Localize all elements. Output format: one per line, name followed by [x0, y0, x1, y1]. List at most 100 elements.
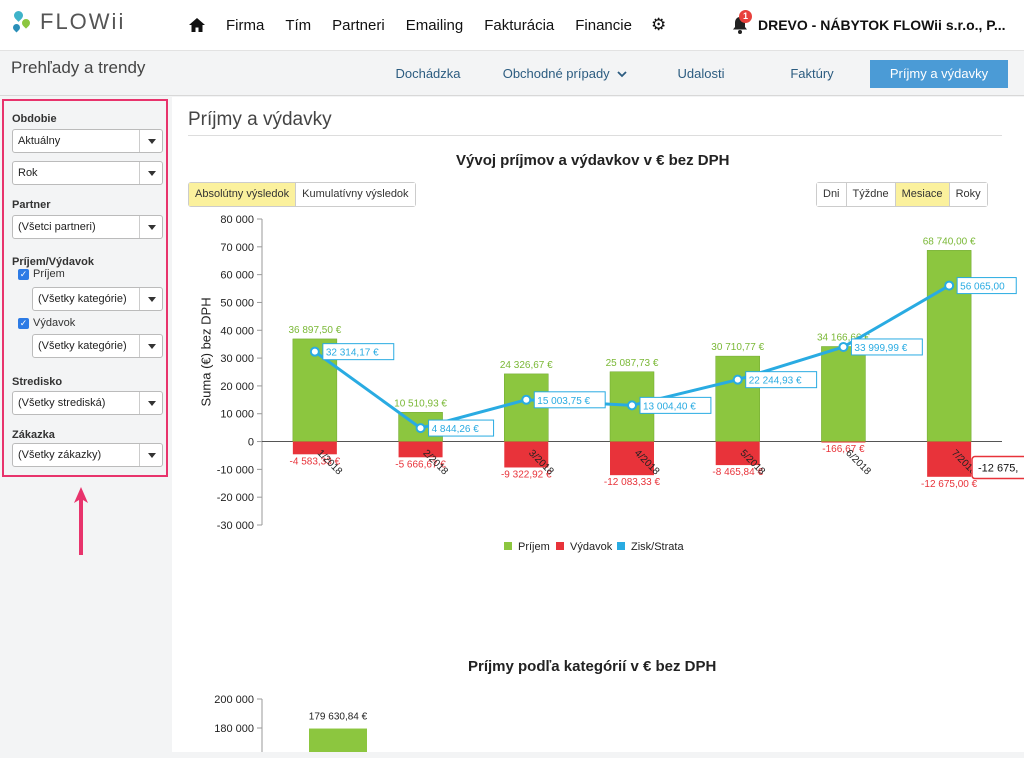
zakazka-value: (Všetky zákazky) [18, 449, 102, 461]
income-bar [309, 728, 367, 752]
logo-text: FLOWii [40, 9, 126, 34]
prijem-category-select[interactable]: (Všetky kategórie) [32, 287, 163, 311]
expense-bar [821, 441, 866, 443]
category-chart: 200 000 180 000 179 630,84 € [214, 694, 368, 752]
chevron-down-icon [139, 392, 162, 414]
income-label: 179 630,84 € [309, 712, 368, 723]
chevron-down-icon [139, 162, 162, 184]
nav-item-fakturacia[interactable]: Fakturácia [484, 16, 555, 34]
y-tick-label: 60 000 [220, 270, 254, 282]
tab-dochadzka[interactable]: Dochádzka [395, 66, 461, 81]
tab-udalosti[interactable]: Udalosti [677, 66, 725, 81]
tooltip-box [971, 455, 1024, 480]
profit-point [309, 346, 320, 357]
days-button[interactable]: Dni [817, 183, 847, 206]
profit-point [521, 394, 532, 405]
tooltip-text: -12 675, [978, 463, 1018, 475]
tab-prijmy-vydavky[interactable]: Príjmy a výdavky [870, 60, 1008, 88]
legend-label: Výdavok [570, 541, 613, 553]
y-tick-label: 0 [248, 437, 254, 449]
legend-label: Príjem [518, 541, 550, 553]
y-tick-label: 50 000 [220, 297, 254, 309]
nav-item-partneri[interactable]: Partneri [332, 16, 385, 34]
weeks-button[interactable]: Týždne [846, 183, 896, 206]
profit-point [732, 374, 743, 385]
home-icon[interactable] [188, 16, 206, 34]
vydavok-category-select[interactable]: (Všetky kategórie) [32, 334, 163, 358]
profit-label: 22 244,93 € [749, 376, 802, 387]
months-button[interactable]: Mesiace [895, 183, 950, 206]
profit-label: 32 314,17 € [326, 348, 379, 359]
expense-bar [292, 441, 337, 455]
bell-icon[interactable]: 1 [732, 10, 752, 34]
nav-item-emailing[interactable]: Emailing [405, 16, 464, 34]
prijem-checkbox[interactable]: ✓ Príjem [18, 268, 65, 280]
top-navbar: FLOWii Firma Tím Partneri Emailing Faktu… [0, 0, 1024, 51]
check-icon: ✓ [18, 317, 29, 329]
profit-label-box [533, 391, 606, 409]
obdobie-value: Aktuálny [18, 135, 61, 147]
expense-bar [610, 441, 654, 476]
chevron-down-icon [139, 335, 162, 357]
expense-label: -5 666,67 € [395, 459, 446, 470]
tab-faktury[interactable]: Faktúry [790, 66, 834, 81]
legend-label: Zisk/Strata [631, 541, 684, 553]
zakazka-select[interactable]: (Všetky zákazky) [12, 443, 163, 467]
notification-badge: 1 [739, 10, 752, 23]
category-chart-title: Príjmy podľa kategórií v € bez DPH [468, 658, 717, 675]
expense-bar [398, 441, 443, 458]
vydavok-category-value: (Všetky kategórie) [38, 340, 127, 352]
partner-value: (Všetci partneri) [18, 221, 96, 233]
nav-item-firma[interactable]: Firma [226, 16, 265, 34]
profit-label-box [850, 338, 923, 356]
y-tick-label: 10 000 [220, 409, 254, 421]
subheader [0, 51, 1024, 96]
company-switcher[interactable]: 1 DREVO - NÁBYTOK FLOWii s.r.o., P... [732, 10, 1006, 34]
income-label: 34 166,66 € [817, 333, 870, 344]
period-value: Rok [18, 167, 38, 179]
expense-bar [504, 441, 549, 468]
y-tick-label: 70 000 [220, 242, 254, 254]
obdobie-select[interactable]: Aktuálny [12, 129, 163, 153]
profit-label: 4 844,26 € [432, 424, 480, 435]
flowii-logo[interactable]: FLOWii [10, 9, 125, 35]
logo-icon [10, 9, 34, 35]
partner-select[interactable]: (Všetci partneri) [12, 215, 163, 239]
filter-sidebar: Obdobie Aktuálny Rok Partner (Všetci par… [2, 99, 168, 477]
profit-label: 15 003,75 € [537, 396, 590, 407]
prijem-vydavok-label: Príjem/Výdavok [12, 256, 94, 268]
tab-obchodne-pripady[interactable]: Obchodné prípady [500, 60, 630, 88]
expense-label: -4 583,33 € [290, 456, 341, 467]
y-tick-label: 30 000 [220, 353, 254, 365]
absolute-result-button[interactable]: Absolútny výsledok [189, 183, 297, 206]
obdobie-label: Obdobie [12, 113, 57, 125]
expense-bar [927, 441, 972, 477]
income-label: 24 326,67 € [500, 360, 553, 371]
years-button[interactable]: Roky [949, 183, 987, 206]
y-tick-label: 80 000 [220, 214, 254, 226]
expense-label: -12 675,00 € [921, 479, 978, 490]
gear-icon[interactable]: ⚙ [650, 15, 667, 34]
nav-item-financie[interactable]: Financie [575, 16, 632, 34]
nav-item-tim[interactable]: Tím [285, 16, 312, 34]
chevron-down-icon [617, 71, 627, 78]
stredisko-label: Stredisko [12, 376, 63, 388]
expense-label: -9 322,92 € [501, 469, 552, 480]
cumulative-result-button[interactable]: Kumulatívny výsledok [296, 183, 415, 206]
period-select[interactable]: Rok [12, 161, 163, 185]
y-tick-label: 20 000 [220, 381, 254, 393]
stredisko-select[interactable]: (Všetky strediská) [12, 391, 163, 415]
profit-point [838, 341, 849, 352]
period-toggle: Dni Týždne Mesiace Roky [816, 182, 988, 207]
vydavok-checkbox[interactable]: ✓ Výdavok [18, 317, 75, 329]
expense-label: -166,67 € [822, 444, 865, 455]
prijem-category-value: (Všetky kategórie) [38, 293, 127, 305]
income-expense-chart: 80 000 70 000 60 000 50 000 40 000 30 000 20 0… [217, 214, 1024, 553]
profit-label: 56 065,00 [960, 282, 1005, 293]
chart-title: Vývoj príjmov a výdavkov v € bez DPH [456, 152, 730, 169]
profit-label-box [956, 277, 1017, 295]
chevron-down-icon [139, 130, 162, 152]
profit-label-box [745, 371, 818, 389]
legend-swatch [556, 542, 564, 550]
check-icon: ✓ [18, 268, 29, 280]
